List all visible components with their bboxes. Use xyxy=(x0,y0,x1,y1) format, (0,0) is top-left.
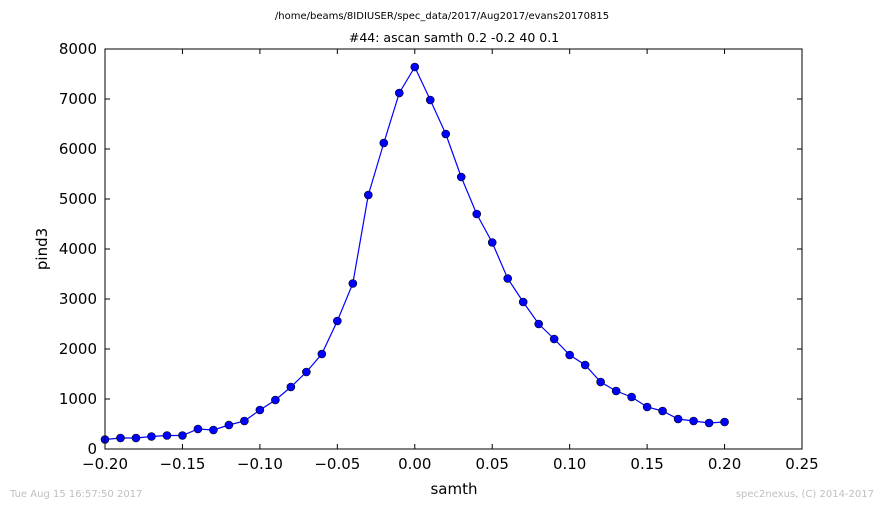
data-point xyxy=(410,62,420,72)
y-tick-label: 6000 xyxy=(59,140,97,158)
data-point xyxy=(596,377,605,387)
data-point xyxy=(487,238,497,247)
data-point xyxy=(689,416,698,426)
data-point xyxy=(147,432,156,441)
data-point xyxy=(611,386,621,396)
data-point xyxy=(642,402,652,412)
data-point xyxy=(704,418,714,428)
plot-frame xyxy=(104,48,803,450)
data-point xyxy=(425,95,435,105)
data-point xyxy=(364,190,373,200)
data-point xyxy=(240,416,249,426)
chart-title: #44: ascan samth 0.2 -0.2 40 0.1 xyxy=(349,30,559,45)
data-point xyxy=(333,316,342,326)
x-tick-label: 0.20 xyxy=(708,455,741,473)
data-point xyxy=(456,172,466,182)
series-line xyxy=(104,65,725,441)
data-point xyxy=(394,88,404,98)
data-point xyxy=(348,279,358,288)
data-point xyxy=(503,274,513,283)
y-tick-label: 1000 xyxy=(59,390,97,408)
data-point xyxy=(271,395,280,405)
y-axis-label: pind3 xyxy=(33,228,51,270)
y-tick-label: 0 xyxy=(87,440,97,458)
data-point xyxy=(116,433,125,443)
data-point xyxy=(441,129,451,139)
y-tick-label: 2000 xyxy=(59,340,97,358)
data-point xyxy=(518,297,528,307)
data-series xyxy=(100,62,729,444)
data-point xyxy=(317,349,327,359)
axis-ticks: −0.20 −0.15 −0.10 −0.05 0.00 0.05 0.10 0.15 0.20… xyxy=(59,40,819,473)
x-tick-label: 0.00 xyxy=(398,455,431,473)
data-point xyxy=(549,334,559,344)
y-tick-label: 8000 xyxy=(59,40,97,58)
data-point xyxy=(286,382,296,392)
data-point xyxy=(565,350,574,360)
data-point xyxy=(472,209,482,219)
footer-timestamp: Tue Aug 15 16:57:50 2017 xyxy=(10,489,143,500)
data-point xyxy=(178,431,187,440)
data-point xyxy=(131,433,141,443)
y-tick-label: 4000 xyxy=(59,240,97,258)
x-tick-label: −0.10 xyxy=(237,455,283,473)
footer-credit: spec2nexus, (C) 2014-2017 xyxy=(735,489,874,500)
data-point xyxy=(193,424,203,434)
data-point xyxy=(627,392,636,402)
y-tick-label: 3000 xyxy=(59,290,97,308)
data-point xyxy=(224,420,234,430)
x-axis-label: samth xyxy=(430,480,477,498)
x-tick-label: 0.10 xyxy=(553,455,586,473)
data-point xyxy=(379,138,389,148)
data-point xyxy=(720,417,729,427)
data-point xyxy=(255,405,265,415)
data-point xyxy=(302,367,311,377)
x-tick-label: 0.15 xyxy=(630,455,663,473)
data-point xyxy=(658,406,667,416)
x-tick-label: 0.05 xyxy=(476,455,509,473)
y-tick-label: 7000 xyxy=(59,90,97,108)
data-point xyxy=(673,414,683,424)
data-point xyxy=(209,425,218,435)
x-tick-label: −0.05 xyxy=(314,455,360,473)
data-point xyxy=(534,319,543,329)
chart-suptitle: /home/beams/8IDIUSER/spec_data/2017/Aug2… xyxy=(275,11,609,22)
x-tick-label: 0.25 xyxy=(785,455,818,473)
data-point xyxy=(162,431,172,440)
x-tick-label: −0.20 xyxy=(82,455,128,473)
data-point xyxy=(580,360,590,370)
x-tick-label: −0.15 xyxy=(159,455,205,473)
y-tick-label: 5000 xyxy=(59,190,97,208)
